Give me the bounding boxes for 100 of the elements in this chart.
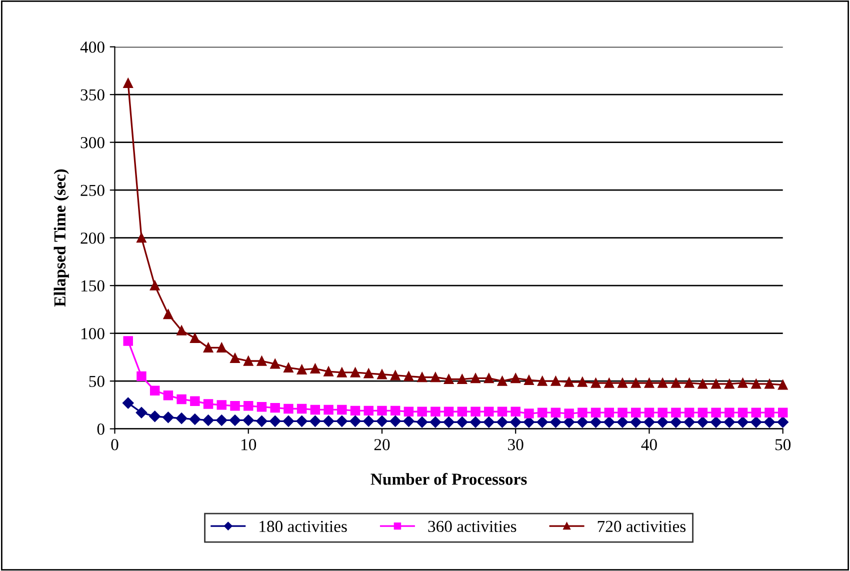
point (711, 408, 721, 418)
point (578, 408, 588, 418)
point (337, 368, 347, 378)
point (444, 374, 454, 384)
point (416, 416, 428, 428)
point (684, 378, 694, 388)
point (724, 379, 734, 389)
point (377, 370, 387, 380)
point (510, 416, 522, 428)
point (282, 416, 294, 427)
point (364, 406, 374, 416)
point (671, 408, 681, 418)
point (176, 326, 186, 336)
point (216, 342, 227, 353)
point (149, 410, 160, 422)
point (256, 402, 267, 412)
point (724, 408, 734, 418)
point (523, 416, 535, 428)
point (376, 416, 388, 427)
point (162, 412, 174, 423)
point (658, 408, 668, 418)
point (470, 416, 482, 428)
point (684, 416, 695, 428)
point (122, 397, 134, 409)
point (284, 404, 294, 414)
point (322, 416, 334, 427)
y-axis-title: Ellapsed Time (sec) (54, 169, 69, 307)
point (496, 416, 508, 428)
point (404, 406, 414, 416)
point (564, 377, 574, 387)
y-tick-label: 400 (80, 42, 104, 53)
point (576, 416, 588, 428)
point (604, 408, 614, 418)
point (778, 380, 788, 390)
point (390, 406, 400, 416)
point (203, 342, 214, 353)
point (123, 78, 133, 88)
point (244, 401, 254, 411)
point (190, 333, 200, 343)
point (644, 416, 655, 428)
point (671, 378, 681, 388)
point (484, 373, 494, 384)
point (537, 376, 548, 386)
point (724, 416, 736, 428)
point (377, 406, 387, 416)
point (176, 412, 188, 424)
point (150, 386, 160, 396)
point (150, 280, 160, 290)
point (430, 416, 442, 428)
point (497, 376, 508, 386)
y-tick-label: 200 (80, 232, 104, 244)
point (497, 406, 508, 416)
legend-label: 720 activities (598, 520, 686, 532)
point (738, 408, 748, 418)
point (443, 416, 454, 428)
point (230, 401, 240, 411)
point (764, 416, 776, 428)
point (630, 416, 642, 428)
point (417, 372, 427, 382)
point (136, 406, 148, 418)
point (510, 406, 520, 416)
point (350, 368, 360, 378)
point (324, 404, 334, 415)
point (242, 414, 254, 426)
point (550, 416, 562, 428)
point (403, 416, 414, 427)
point (751, 408, 761, 418)
point (738, 378, 748, 388)
point (550, 376, 561, 386)
point (244, 356, 254, 366)
point (337, 404, 347, 415)
point (631, 378, 641, 388)
point (350, 416, 361, 427)
point (310, 404, 320, 415)
y-tick-label: 300 (80, 137, 104, 148)
x-tick-label: 0 (111, 439, 118, 450)
point (563, 416, 575, 428)
point (711, 379, 721, 389)
legend-label: 180 activities (260, 520, 347, 532)
point (524, 375, 534, 385)
point (270, 402, 280, 413)
point (163, 390, 174, 400)
point (203, 399, 214, 409)
point (750, 416, 762, 428)
point (216, 414, 228, 426)
point (698, 408, 708, 418)
point (764, 408, 774, 418)
point (163, 309, 174, 320)
point (656, 416, 668, 428)
point (256, 356, 267, 366)
x-tick-label: 20 (374, 439, 390, 450)
point (604, 378, 614, 388)
point (350, 406, 360, 416)
point (296, 416, 308, 427)
point (564, 408, 574, 418)
point (590, 416, 602, 428)
point (710, 416, 722, 428)
point (270, 359, 280, 369)
point (550, 408, 561, 418)
point (778, 408, 788, 418)
